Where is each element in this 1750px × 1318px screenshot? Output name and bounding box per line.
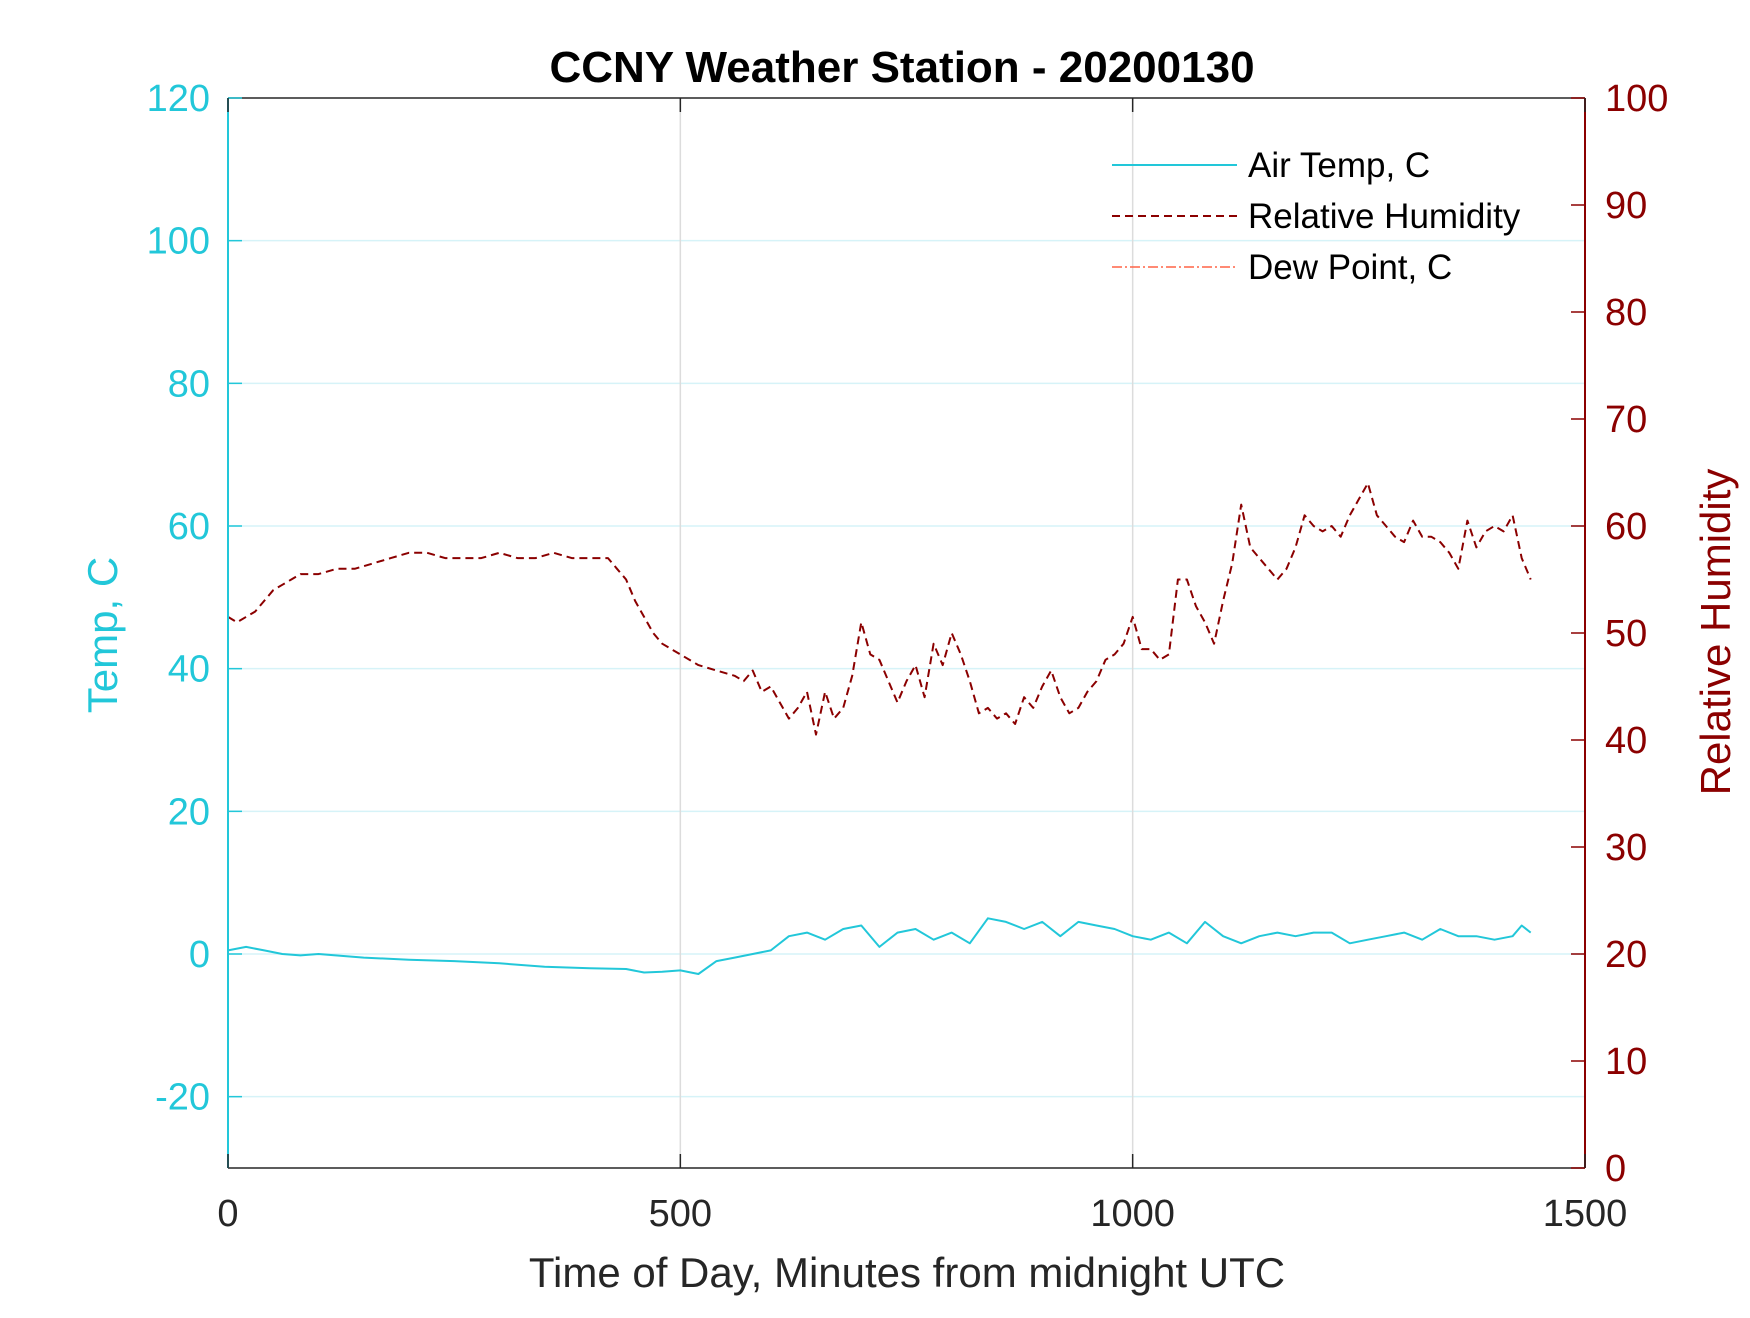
y-tick-label-right: 80 bbox=[1605, 292, 1647, 334]
legend-label: Air Temp, C bbox=[1248, 146, 1430, 185]
x-tick-label: 1000 bbox=[1090, 1193, 1175, 1235]
y-tick-label-left: 100 bbox=[147, 221, 210, 263]
y-tick-label-right: 100 bbox=[1605, 78, 1668, 120]
y-tick-label-left: 80 bbox=[168, 363, 210, 405]
y-tick-label-right: 40 bbox=[1605, 720, 1647, 762]
y-tick-label-right: 10 bbox=[1605, 1041, 1647, 1083]
y-tick-label-right: 50 bbox=[1605, 613, 1647, 655]
y-tick-label-right: 70 bbox=[1605, 399, 1647, 441]
y-tick-label-right: 90 bbox=[1605, 185, 1647, 227]
x-axis-label: Time of Day, Minutes from midnight UTC bbox=[529, 1249, 1285, 1296]
air-temp-c-line bbox=[227, 917, 1532, 975]
x-tick-label: 0 bbox=[217, 1193, 238, 1235]
y-tick-label-left: 20 bbox=[168, 791, 210, 833]
y-tick-label-left: 0 bbox=[189, 934, 210, 976]
relative-humidity-line bbox=[227, 482, 1532, 736]
x-tick-label: 1500 bbox=[1543, 1193, 1628, 1235]
y-tick-label-left: 40 bbox=[168, 649, 210, 691]
y-axis-label-right: Relative Humidity bbox=[1692, 469, 1739, 796]
y-axis-label-left: Temp, C bbox=[79, 557, 126, 713]
y-tick-label-left: 60 bbox=[168, 506, 210, 548]
x-tick-label: 500 bbox=[649, 1193, 712, 1235]
y-tick-label-left: 120 bbox=[147, 78, 210, 120]
y-tick-label-left: -20 bbox=[155, 1077, 210, 1119]
legend: Air Temp, C Relative Humidity Dew Point, C bbox=[1112, 146, 1521, 287]
y-tick-label-right: 20 bbox=[1605, 934, 1647, 976]
y-tick-label-right: 60 bbox=[1605, 506, 1647, 548]
legend-label: Dew Point, C bbox=[1248, 248, 1452, 287]
chart-title: CCNY Weather Station - 20200130 bbox=[549, 43, 1254, 92]
y-tick-label-right: 30 bbox=[1605, 827, 1647, 869]
y-tick-label-right: 0 bbox=[1605, 1148, 1626, 1190]
legend-label: Relative Humidity bbox=[1248, 197, 1521, 236]
